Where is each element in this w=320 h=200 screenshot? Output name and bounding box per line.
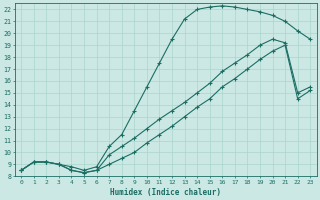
X-axis label: Humidex (Indice chaleur): Humidex (Indice chaleur): [110, 188, 221, 197]
